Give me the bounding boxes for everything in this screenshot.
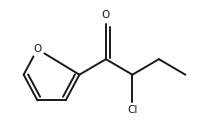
Text: O: O <box>33 44 42 54</box>
Text: O: O <box>102 10 110 20</box>
Text: Cl: Cl <box>127 105 138 115</box>
